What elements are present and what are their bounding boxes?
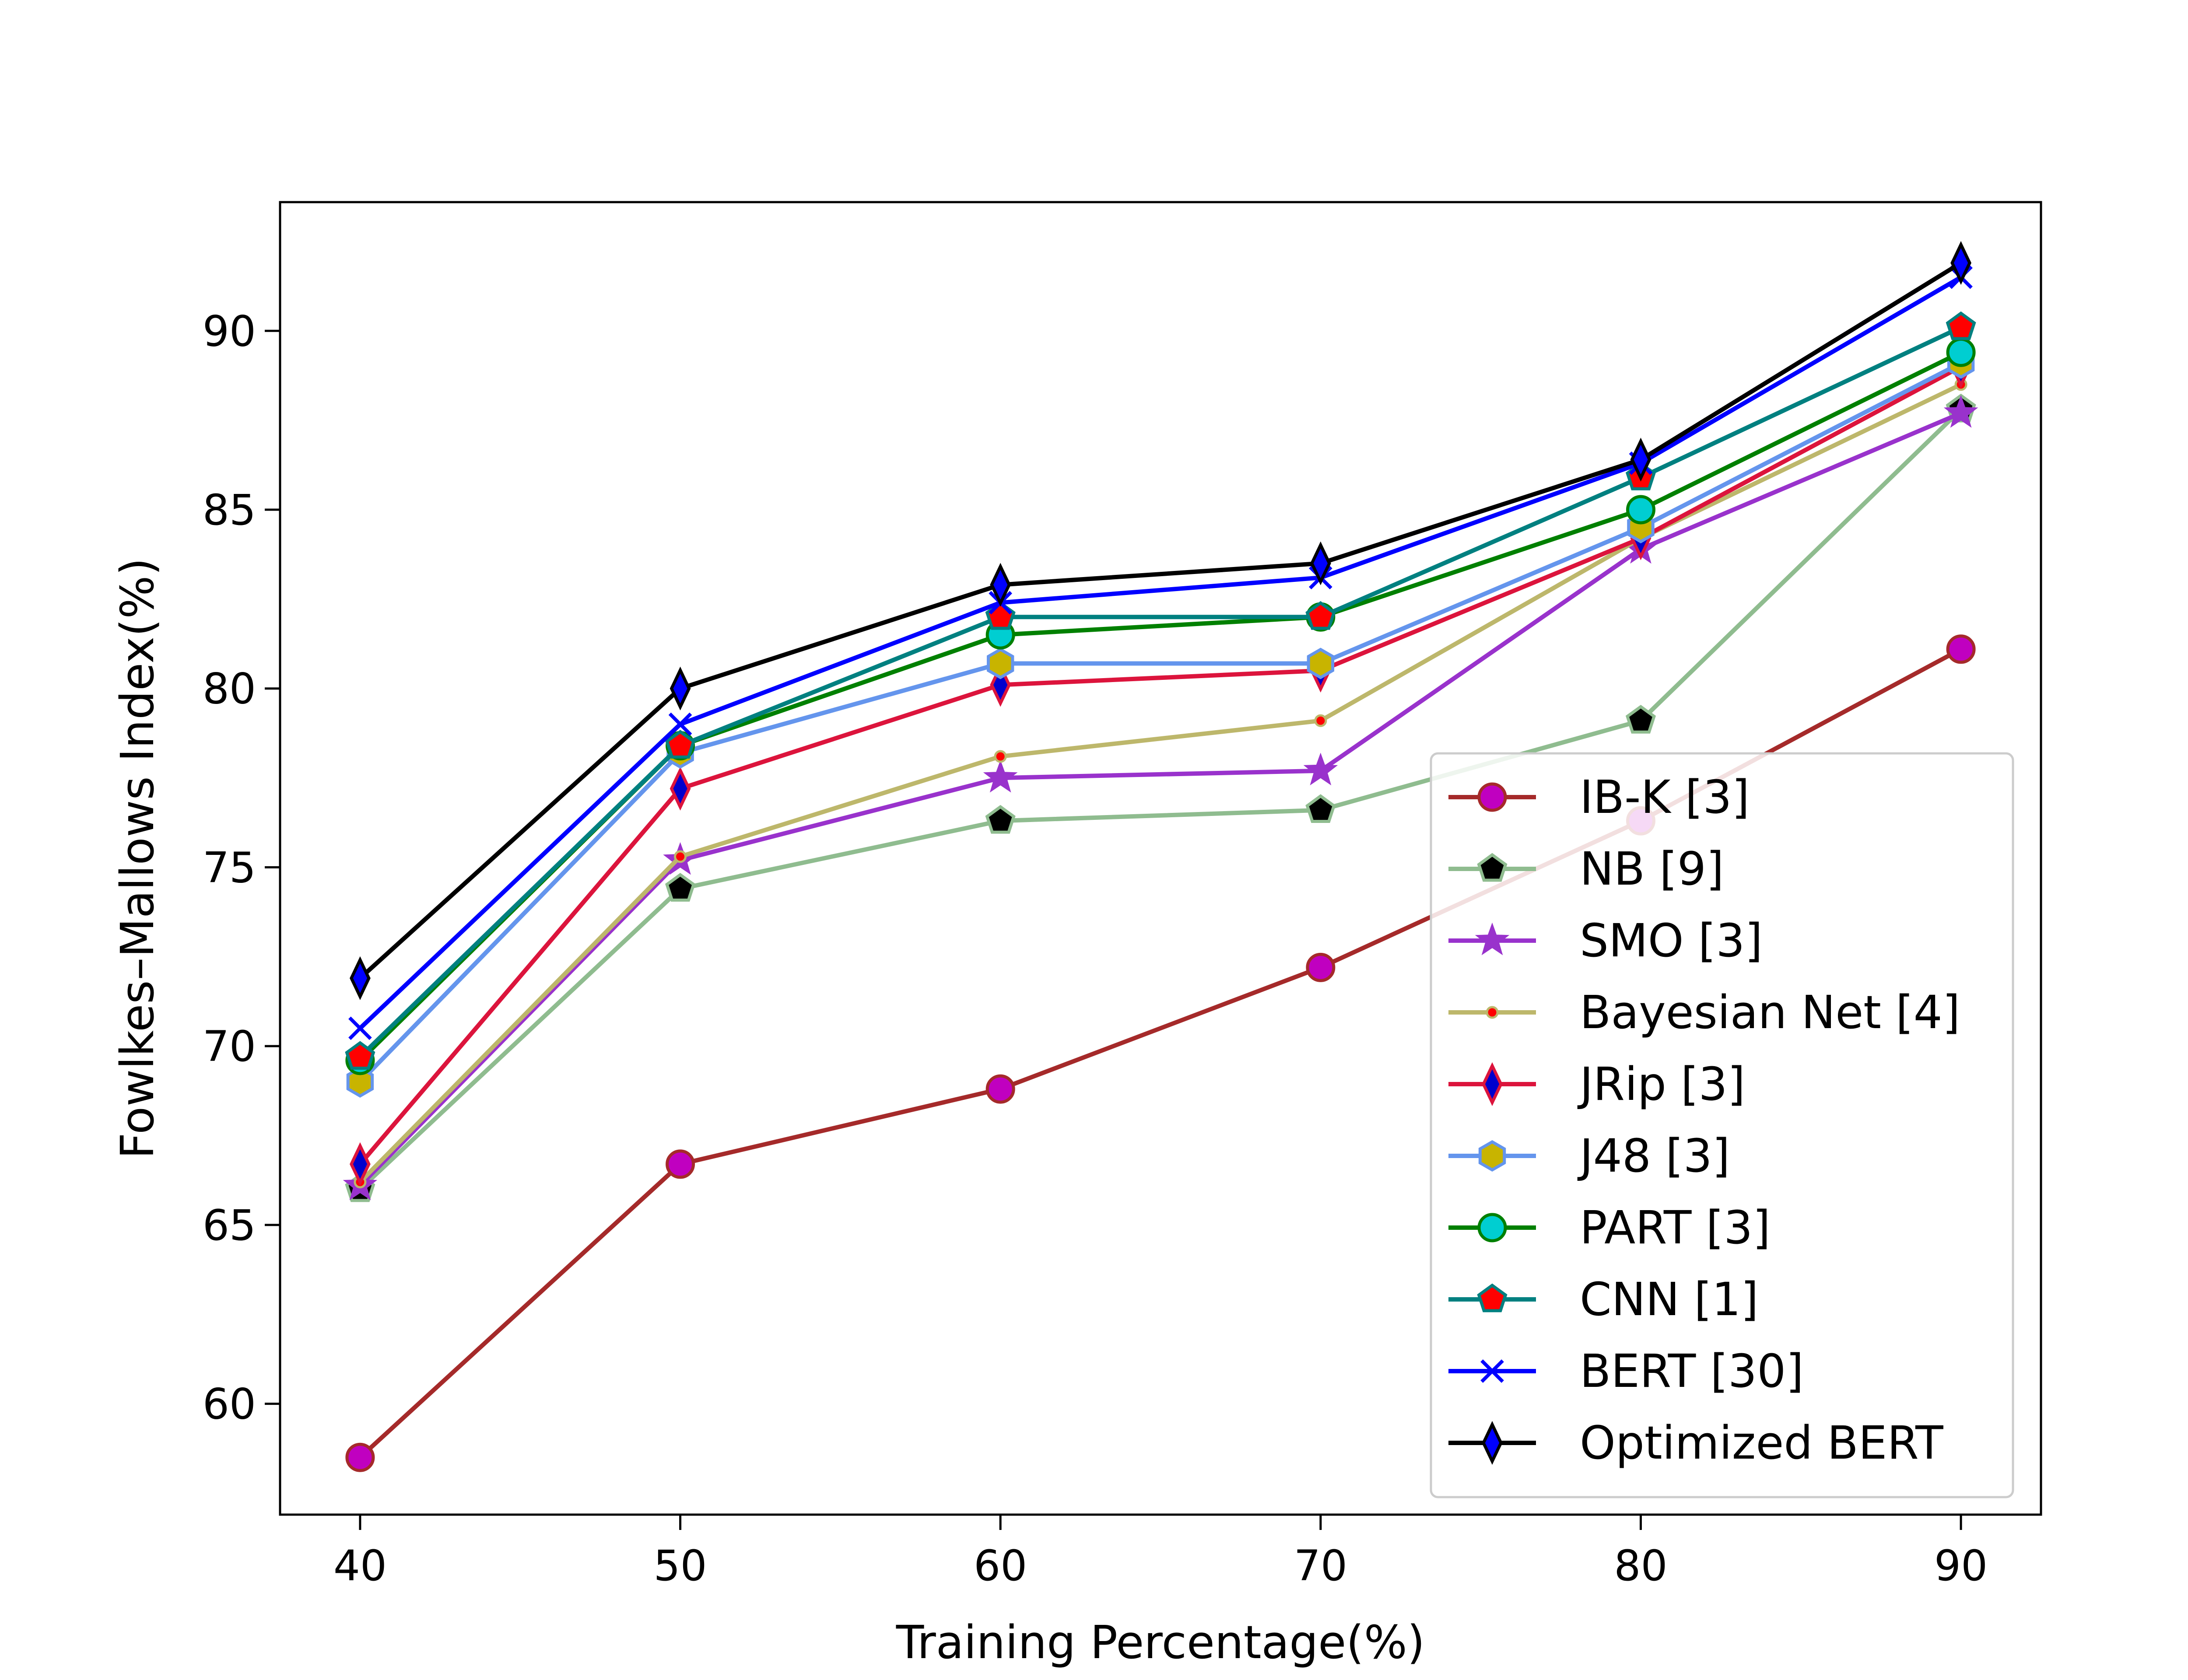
series-10 bbox=[350, 241, 1971, 1000]
data-point-marker bbox=[1946, 311, 1976, 340]
legend-entry: PART [3] bbox=[1448, 1201, 1771, 1254]
y-axis-label: Fowlkes–Mallows Index(%) bbox=[111, 558, 164, 1159]
legend-marker-swatch bbox=[1486, 1006, 1499, 1019]
legend-label: Optimized BERT bbox=[1580, 1416, 1943, 1470]
data-point-marker bbox=[1305, 794, 1336, 823]
data-point-marker bbox=[1626, 495, 1655, 525]
legend-entry: IB-K [3] bbox=[1448, 770, 1750, 824]
y-tick-label: 75 bbox=[203, 843, 256, 892]
x-tick-label: 70 bbox=[1294, 1541, 1347, 1590]
data-point-marker bbox=[1950, 241, 1971, 285]
data-point-marker bbox=[674, 850, 687, 863]
legend-entry: NB [9] bbox=[1448, 842, 1724, 896]
legend-marker-swatch bbox=[1477, 853, 1508, 882]
data-point-marker bbox=[1306, 952, 1336, 982]
y-tick-label: 80 bbox=[203, 665, 256, 714]
legend-marker-swatch bbox=[1477, 1213, 1507, 1242]
data-point-marker bbox=[1307, 648, 1334, 679]
legend-marker-swatch bbox=[1482, 1062, 1503, 1106]
data-point-marker bbox=[666, 1149, 695, 1179]
legend-label: PART [3] bbox=[1580, 1201, 1771, 1254]
data-point-marker bbox=[985, 1074, 1015, 1104]
legend-entry: JRip [3] bbox=[1448, 1057, 1745, 1111]
data-point-marker bbox=[987, 648, 1014, 679]
legend-marker-swatch bbox=[1477, 782, 1507, 812]
data-point-marker bbox=[985, 805, 1016, 834]
legend-box bbox=[1430, 752, 2014, 1498]
legend-label: J48 [3] bbox=[1577, 1129, 1730, 1183]
data-point-marker bbox=[665, 873, 696, 902]
data-point-marker bbox=[1314, 714, 1327, 727]
series-layer bbox=[343, 241, 1978, 1472]
data-point-marker bbox=[994, 750, 1007, 763]
y-tick-label: 90 bbox=[203, 307, 256, 356]
data-point-marker bbox=[1303, 752, 1338, 786]
x-axis: 40 50 60 70 80 90 bbox=[333, 1515, 1988, 1590]
y-tick-label: 70 bbox=[203, 1022, 256, 1071]
data-point-marker bbox=[1310, 541, 1331, 585]
data-point-marker bbox=[670, 666, 691, 710]
data-point-marker bbox=[348, 1016, 372, 1040]
data-point-marker bbox=[1946, 337, 1976, 367]
data-point-marker bbox=[350, 956, 371, 1000]
data-point-marker bbox=[1943, 395, 1978, 428]
x-tick-label: 80 bbox=[1614, 1541, 1667, 1590]
legend-entry: Bayesian Net [4] bbox=[1448, 986, 1960, 1039]
legend-label: JRip [3] bbox=[1577, 1057, 1745, 1111]
data-point-marker bbox=[350, 1142, 371, 1186]
legend-entry: SMO [3] bbox=[1448, 914, 1763, 967]
series-line bbox=[358, 382, 1962, 1184]
data-point-marker bbox=[345, 1041, 375, 1070]
x-axis-label: Training Percentage(%) bbox=[896, 1616, 1425, 1669]
x-tick-label: 40 bbox=[333, 1541, 387, 1590]
data-point-marker bbox=[990, 563, 1011, 607]
series-line bbox=[358, 275, 1962, 1030]
legend-label: Bayesian Net [4] bbox=[1580, 986, 1960, 1039]
legend-label: CNN [1] bbox=[1580, 1273, 1759, 1326]
y-axis: 60 65 70 75 80 85 90 bbox=[203, 307, 280, 1429]
x-tick-label: 60 bbox=[974, 1541, 1027, 1590]
series-line bbox=[358, 364, 1962, 1166]
legend-entry: Optimized BERT bbox=[1448, 1416, 1943, 1470]
legend-label: BERT [30] bbox=[1580, 1344, 1804, 1398]
legend-entry: BERT [30] bbox=[1448, 1344, 1804, 1398]
legend-entry: J48 [3] bbox=[1448, 1129, 1730, 1183]
data-point-marker bbox=[670, 766, 691, 811]
legend-label: NB [9] bbox=[1580, 842, 1724, 896]
data-point-marker bbox=[1305, 601, 1336, 630]
legend: IB-K [3] NB [9] SMO [3] Bayesian Net [4] JRi… bbox=[1430, 752, 2014, 1498]
legend-marker-swatch bbox=[1482, 1421, 1503, 1465]
x-tick-label: 50 bbox=[653, 1541, 707, 1590]
series-line bbox=[358, 261, 1962, 980]
data-point-marker bbox=[345, 1442, 375, 1472]
x-tick-label: 90 bbox=[1934, 1541, 1988, 1590]
series-line bbox=[358, 408, 1963, 1191]
series-line bbox=[358, 361, 1962, 1084]
series-line bbox=[358, 411, 1962, 1187]
data-point-marker bbox=[665, 730, 696, 759]
data-point-marker bbox=[1946, 634, 1976, 664]
legend-label: IB-K [3] bbox=[1580, 770, 1750, 824]
data-point-marker bbox=[346, 1066, 374, 1098]
data-point-marker bbox=[668, 712, 692, 736]
y-tick-label: 60 bbox=[203, 1380, 256, 1429]
legend-marker-swatch bbox=[1475, 922, 1510, 956]
y-tick-label: 85 bbox=[203, 486, 256, 535]
data-point-marker bbox=[1630, 438, 1652, 482]
series-line bbox=[358, 325, 1962, 1059]
data-point-marker bbox=[983, 760, 1018, 793]
legend-label: SMO [3] bbox=[1580, 914, 1763, 967]
legend-marker-swatch bbox=[1480, 1359, 1504, 1383]
plot-frame bbox=[279, 201, 2042, 1516]
legend-entry: CNN [1] bbox=[1448, 1273, 1759, 1326]
y-tick-label: 65 bbox=[203, 1201, 256, 1250]
legend-marker-swatch bbox=[1477, 1283, 1508, 1312]
legend-marker-swatch bbox=[1478, 1140, 1506, 1172]
data-point-marker bbox=[1625, 704, 1656, 734]
